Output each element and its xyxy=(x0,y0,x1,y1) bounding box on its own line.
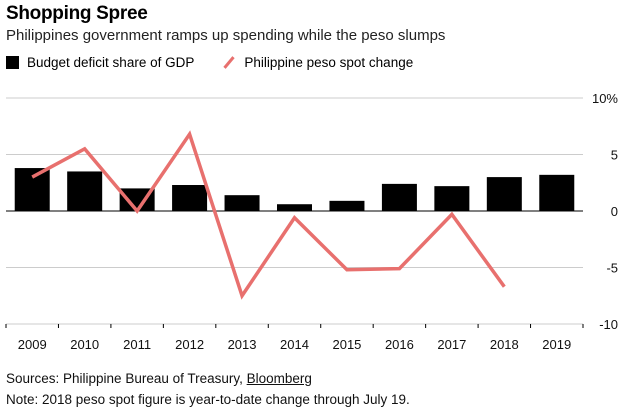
bar-deficit-2010 xyxy=(67,171,103,211)
x-tick-label: 2011 xyxy=(123,337,151,352)
y-tick-label: 0 xyxy=(611,204,618,219)
y-tick-label: -10 xyxy=(599,317,618,332)
x-tick-label: 2017 xyxy=(437,337,466,352)
legend: Budget deficit share of GDP Philippine p… xyxy=(6,55,439,70)
sources-line: Sources: Philippine Bureau of Treasury, … xyxy=(6,371,312,386)
sources-link[interactable]: Bloomberg xyxy=(246,371,312,386)
chart-plot: 10% 5 0 -5 -10 2009 2010 2011 2012 2013 2014 2015 20… xyxy=(5,91,618,352)
x-tick-label: 2019 xyxy=(542,337,571,352)
x-tick-label: 2013 xyxy=(228,337,257,352)
bar-deficit-2015 xyxy=(329,200,365,211)
x-tick-label: 2014 xyxy=(280,337,309,352)
bar-deficit-2017 xyxy=(434,186,470,211)
legend-item-deficit: Budget deficit share of GDP xyxy=(6,55,194,70)
bar-deficit-2012 xyxy=(172,185,208,211)
sources-text: Sources: Philippine Bureau of Treasury, xyxy=(6,371,247,386)
legend-label-peso: Philippine peso spot change xyxy=(244,55,414,70)
bar-deficit-2011 xyxy=(119,188,155,211)
x-tick-label: 2009 xyxy=(18,337,47,352)
x-tick-label: 2010 xyxy=(70,337,99,352)
x-tick-label: 2015 xyxy=(332,337,361,352)
bar-deficit-2009 xyxy=(14,168,50,211)
chart-subtitle: Philippines government ramps up spending… xyxy=(6,27,446,44)
peso-line xyxy=(31,130,506,300)
y-tick-label: -5 xyxy=(606,261,618,276)
chart-title: Shopping Spree xyxy=(6,3,148,24)
legend-bar-swatch xyxy=(6,56,19,69)
legend-item-peso: Philippine peso spot change xyxy=(220,55,413,70)
x-tick-label: 2016 xyxy=(385,337,414,352)
y-tick-label: 5 xyxy=(611,148,618,163)
legend-line-swatch xyxy=(223,56,235,69)
y-tick-label: 10% xyxy=(592,91,618,106)
legend-label-deficit: Budget deficit share of GDP xyxy=(27,55,195,70)
x-tick-label: 2012 xyxy=(175,337,204,352)
bar-deficit-2014 xyxy=(277,204,312,211)
x-tick-label: 2018 xyxy=(490,337,519,352)
bar-deficit-2013 xyxy=(224,195,260,211)
note-line: Note: 2018 peso spot figure is year-to-d… xyxy=(6,392,410,407)
bar-deficit-2018 xyxy=(486,177,522,211)
bar-deficit-2019 xyxy=(539,174,575,211)
bar-deficit-2016 xyxy=(381,183,417,211)
